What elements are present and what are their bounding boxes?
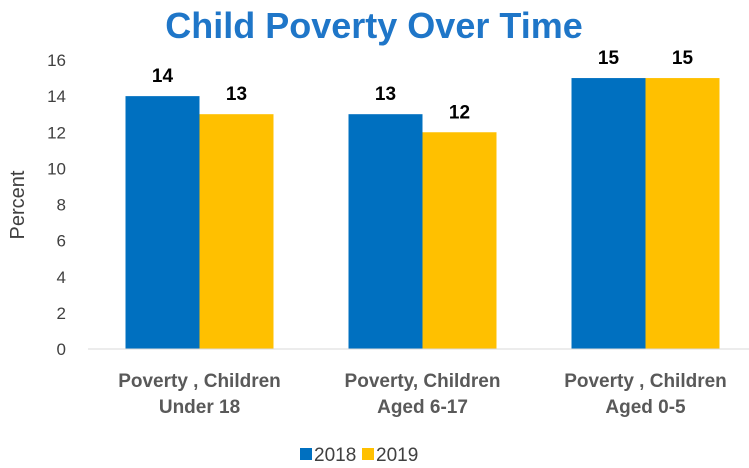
legend-label-2018: 2018	[314, 445, 356, 466]
legend-label-2019: 2019	[376, 445, 418, 466]
category-label: Aged 6-17	[377, 397, 468, 418]
y-axis: 0 2 4 6 8 10 12 14 16	[47, 51, 66, 359]
data-label: 15	[672, 48, 694, 69]
category-label: Poverty, Children	[345, 371, 501, 392]
category-label: Poverty , Children	[118, 371, 281, 392]
legend: 2018 2019	[300, 445, 418, 466]
y-tick-label: 6	[57, 232, 66, 251]
chart-title: Child Poverty Over Time	[165, 5, 582, 46]
bar-2018-1	[348, 114, 423, 349]
data-labels: 14 13 13 12 15 15	[152, 48, 694, 123]
bar-2019-0	[199, 114, 274, 349]
data-label: 14	[152, 66, 174, 87]
y-tick-label: 12	[47, 123, 66, 142]
bar-2019-2	[645, 78, 720, 349]
y-tick-label: 2	[57, 304, 66, 323]
data-label: 15	[598, 48, 620, 69]
y-tick-label: 0	[57, 340, 66, 359]
y-tick-label: 16	[47, 51, 66, 70]
y-tick-label: 14	[47, 87, 66, 106]
data-label: 13	[226, 84, 247, 105]
x-axis: Poverty , Children Under 18 Poverty, Child…	[118, 371, 727, 418]
legend-swatch-2019	[362, 448, 374, 460]
category-label: Under 18	[159, 397, 240, 418]
legend-swatch-2018	[300, 448, 312, 460]
category-label: Aged 0-5	[605, 397, 686, 418]
bar-2019-1	[422, 132, 497, 349]
data-label: 13	[375, 84, 396, 105]
y-tick-label: 4	[57, 268, 66, 287]
bar-2018-2	[571, 78, 646, 349]
y-tick-label: 10	[47, 159, 66, 178]
category-label: Poverty , Children	[564, 371, 727, 392]
y-tick-label: 8	[57, 196, 66, 215]
bar-2018-0	[125, 96, 200, 349]
data-label: 12	[449, 102, 470, 123]
plot-area	[88, 78, 749, 350]
y-axis-label: Percent	[7, 170, 29, 239]
